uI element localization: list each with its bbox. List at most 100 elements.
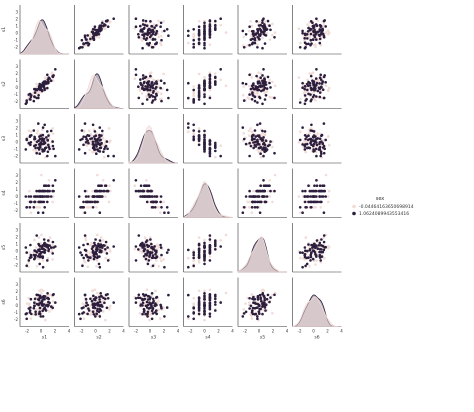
scatter-point	[159, 200, 162, 204]
scatter-point	[101, 129, 104, 133]
scatter-point	[319, 261, 323, 264]
scatter-point	[248, 29, 251, 33]
scatter-point	[197, 297, 201, 301]
scatter-point	[298, 46, 302, 49]
scatter-point	[33, 200, 36, 204]
scatter-point	[197, 303, 201, 307]
scatter-point	[197, 98, 201, 101]
scatter-point	[35, 131, 39, 135]
scatter-point	[208, 151, 212, 155]
scatter-point	[32, 99, 36, 103]
scatter-point	[250, 130, 254, 133]
scatter-point	[33, 95, 36, 98]
scatter-point	[96, 255, 100, 258]
scatter-point	[112, 179, 115, 182]
scatter-point	[197, 247, 201, 250]
scatter-point	[303, 246, 307, 249]
scatter-point	[154, 256, 157, 260]
scatter-point	[244, 82, 248, 86]
panel-s6-s3: -2 0 2 4 s3	[128, 277, 180, 341]
scatter-point	[273, 151, 276, 155]
scatter-point	[261, 21, 264, 25]
scatter-point	[271, 200, 274, 204]
scatter-point	[94, 298, 97, 302]
scatter-point	[137, 293, 141, 297]
scatter-point	[256, 195, 260, 198]
scatter-point	[32, 148, 35, 152]
scatter-point	[46, 150, 50, 153]
scatter-point	[29, 143, 32, 147]
scatter-point	[271, 293, 274, 297]
panel-s1-s1: -2 -1 0 1 2 3 s1	[1, 5, 69, 55]
scatter-point	[192, 296, 195, 300]
scatter-point	[151, 312, 155, 315]
scatter-point	[261, 82, 265, 85]
scatter-point	[251, 91, 254, 94]
scatter-point	[322, 122, 326, 125]
panel-s4-s5	[237, 168, 287, 218]
scatter-point	[145, 98, 149, 101]
scatter-point	[261, 19, 264, 22]
scatter-point	[208, 96, 212, 100]
scatter-point	[101, 239, 105, 242]
scatter-point	[90, 241, 93, 245]
scatter-point	[262, 88, 265, 92]
scatter-point	[149, 71, 153, 74]
scatter-point	[112, 17, 115, 21]
scatter-point	[265, 297, 269, 301]
scatter-point	[46, 154, 49, 158]
y-tick-label: 1	[15, 296, 18, 301]
scatter-point	[37, 244, 41, 247]
scatter-point	[249, 144, 253, 148]
y-axis-label: s1	[1, 27, 7, 32]
scatter-point	[106, 147, 109, 151]
scatter-point	[141, 312, 144, 316]
scatter-point	[257, 24, 261, 27]
scatter-point	[88, 251, 92, 255]
scatter-point	[43, 244, 47, 248]
scatter-point	[144, 87, 148, 91]
scatter-point	[146, 189, 149, 193]
scatter-point	[214, 75, 217, 79]
scatter-point	[141, 74, 145, 77]
scatter-point	[208, 249, 212, 252]
kde-s2-hue-0	[74, 74, 124, 109]
scatter-point	[315, 68, 318, 71]
scatter-point	[93, 306, 97, 310]
scatter-point	[187, 96, 190, 100]
scatter-point	[309, 195, 312, 198]
scatter-point	[255, 74, 258, 78]
scatter-point	[253, 95, 256, 98]
scatter-point	[251, 306, 255, 310]
panel-s4-s1: -2 -1 0 1 2 3 s4	[1, 168, 69, 218]
scatter-point	[98, 189, 101, 193]
scatter-point	[142, 310, 146, 314]
y-tick-label: 3	[15, 173, 18, 178]
scatter-point	[264, 94, 268, 97]
scatter-point	[112, 301, 115, 304]
scatter-point	[197, 42, 201, 45]
y-tick-label: -2	[14, 45, 18, 50]
scatter-point	[313, 149, 316, 153]
scatter-point	[160, 38, 163, 42]
scatter-point	[144, 257, 148, 261]
scatter-point	[197, 72, 201, 76]
scatter-point	[54, 179, 57, 182]
scatter-point	[256, 302, 260, 306]
scatter-point	[303, 200, 307, 204]
scatter-point	[249, 200, 252, 204]
scatter-point	[93, 288, 97, 292]
scatter-point	[203, 307, 206, 310]
scatter-point	[268, 78, 272, 82]
scatter-point	[264, 139, 268, 142]
scatter-point	[208, 251, 212, 254]
panel-s5-s2	[74, 223, 124, 273]
x-tick-label: -2	[134, 329, 138, 334]
scatter-point	[219, 144, 222, 147]
scatter-point	[85, 206, 89, 209]
scatter-point	[46, 139, 50, 142]
scatter-point	[314, 263, 317, 266]
scatter-point	[311, 82, 315, 85]
scatter-point	[94, 238, 97, 241]
scatter-point	[301, 86, 304, 89]
